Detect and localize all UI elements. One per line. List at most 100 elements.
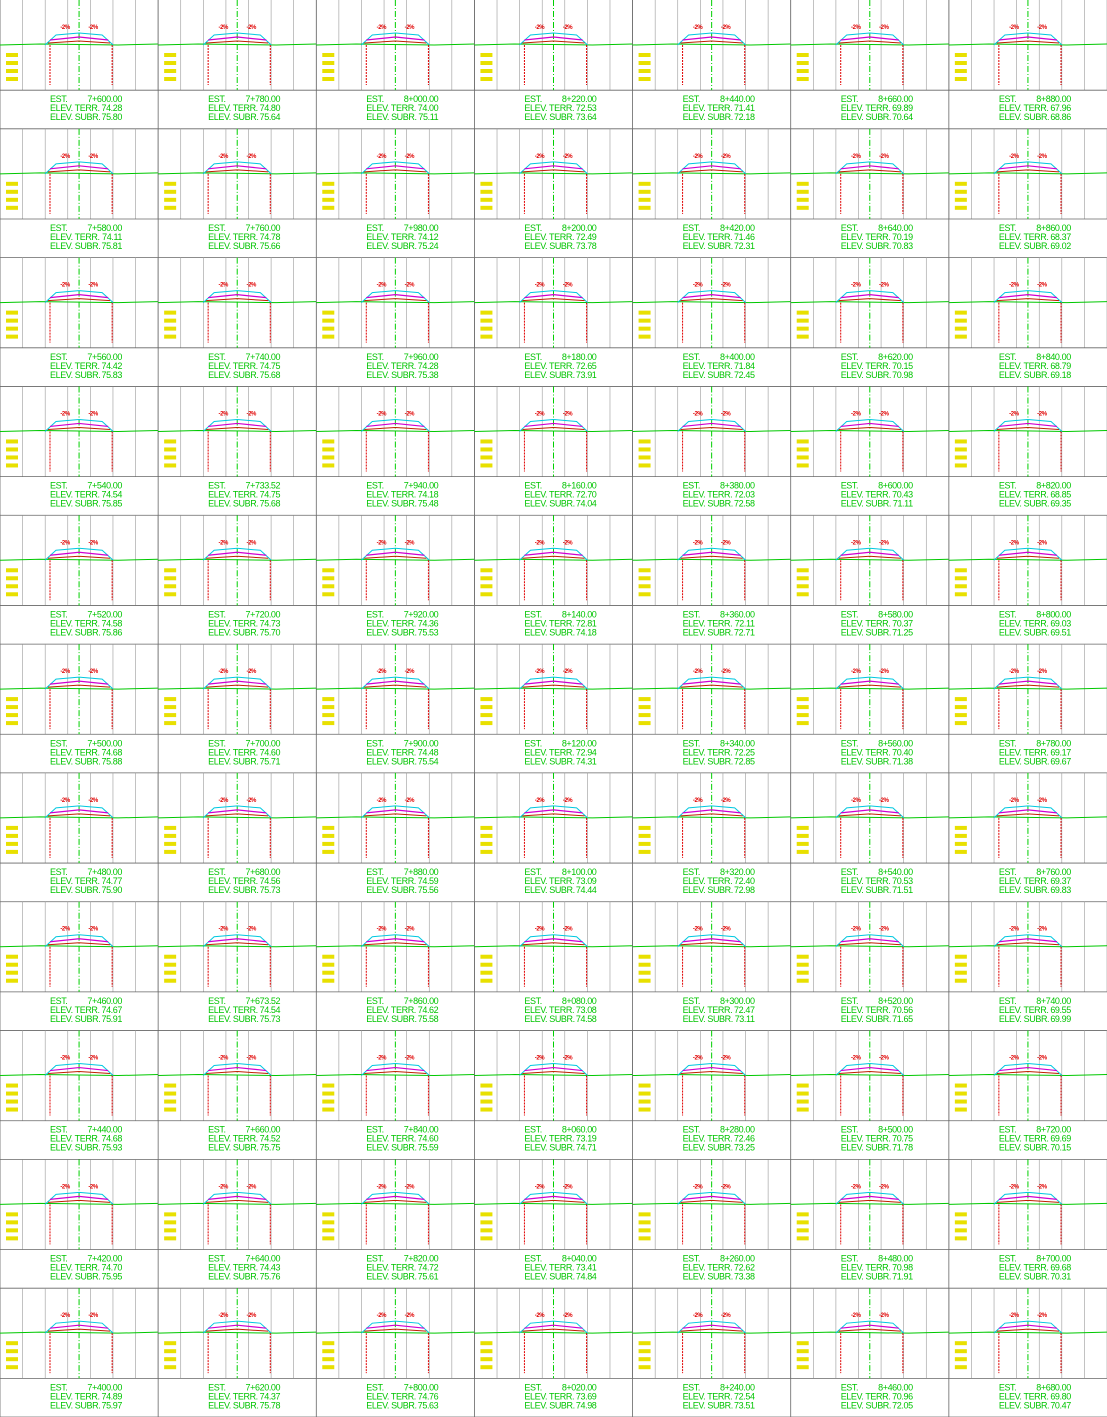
elevation-marker [639,327,651,331]
slope-label: -2% [563,927,574,933]
elevation-marker [797,1108,809,1112]
slope-label: -2% [535,540,546,546]
elevation-marker [6,979,18,983]
subgrade-label: ELEV. SUBR. [208,499,258,509]
elevation-marker [6,319,18,323]
elevation-marker [797,53,809,57]
subgrade-value: 75.81 [101,241,122,251]
slope-label: -2% [405,1056,416,1062]
elevation-marker [164,576,176,580]
subgrade-label: ELEV. SUBR. [683,1014,733,1024]
slope-label: -2% [879,540,890,546]
elevation-marker [6,955,18,959]
elevation-marker [480,963,492,967]
elevation-marker [955,1365,967,1369]
slope-label: -2% [851,1313,862,1319]
elevation-marker [6,61,18,65]
elevation-marker [6,206,18,210]
elevation-marker [164,1108,176,1112]
slope-label: -2% [1009,1184,1020,1190]
elevation-marker [164,1341,176,1345]
slope-label: -2% [563,798,574,804]
slope-label: -2% [851,927,862,933]
subgrade-value: 71.51 [892,885,913,895]
elevation-marker [639,842,651,846]
slope-label: -2% [60,1056,71,1062]
elevation-marker [797,1365,809,1369]
subgrade-label: ELEV. SUBR. [366,1272,416,1282]
elevation-marker [797,1220,809,1224]
elevation-marker [797,584,809,588]
subgrade-value: 69.35 [1050,499,1071,509]
elevation-marker [639,576,651,580]
subgrade-label: ELEV. SUBR. [366,627,416,637]
elevation-marker [480,1341,492,1345]
elevation-marker [797,963,809,967]
elevation-marker [639,1349,651,1353]
elevation-marker [955,963,967,967]
elevation-marker [6,455,18,459]
elevation-marker [480,61,492,65]
elevation-marker [6,1100,18,1104]
elevation-marker [322,963,334,967]
slope-label: -2% [405,1313,416,1319]
slope-label: -2% [1037,154,1048,160]
slope-label: -2% [405,411,416,417]
subgrade-label: ELEV. SUBR. [50,112,100,122]
elevation-marker [164,206,176,210]
subgrade-value: 75.56 [418,885,439,895]
subgrade-label: ELEV. SUBR. [524,627,574,637]
elevation-marker [164,834,176,838]
elevation-marker [6,1108,18,1112]
elevation-marker [6,1365,18,1369]
slope-label: -2% [535,283,546,289]
slope-label: -2% [721,25,732,31]
elevation-marker [6,592,18,596]
subgrade-label: ELEV. SUBR. [999,499,1049,509]
elevation-marker [639,850,651,854]
elevation-marker [6,697,18,701]
elevation-marker [322,53,334,57]
subgrade-label: ELEV. SUBR. [999,756,1049,766]
elevation-marker [797,850,809,854]
subgrade-label: ELEV. SUBR. [366,1400,416,1410]
subgrade-label: ELEV. SUBR. [841,1143,891,1153]
slope-label: -2% [563,411,574,417]
elevation-marker [6,1349,18,1353]
elevation-marker [480,206,492,210]
elevation-marker [955,53,967,57]
subgrade-label: ELEV. SUBR. [366,756,416,766]
elevation-marker [322,979,334,983]
elevation-marker [6,1357,18,1361]
subgrade-value: 75.78 [260,1400,281,1410]
elevation-marker [797,1092,809,1096]
subgrade-value: 70.31 [1050,1272,1071,1282]
slope-label: -2% [218,283,229,289]
subgrade-label: ELEV. SUBR. [999,1272,1049,1282]
elevation-marker [797,826,809,830]
elevation-marker [639,439,651,443]
elevation-marker [797,705,809,709]
elevation-marker [639,1357,651,1361]
elevation-marker [955,826,967,830]
slope-label: -2% [1009,283,1020,289]
elevation-marker [164,713,176,717]
subgrade-value: 69.51 [1050,627,1071,637]
elevation-marker [480,53,492,57]
slope-label: -2% [851,1184,862,1190]
subgrade-value: 75.54 [418,756,439,766]
subgrade-value: 73.91 [576,370,597,380]
subgrade-value: 75.97 [101,1400,122,1410]
elevation-marker [322,592,334,596]
subgrade-value: 70.15 [1050,1143,1071,1153]
elevation-marker [955,713,967,717]
subgrade-line [364,41,426,43]
slope-label: -2% [693,283,704,289]
elevation-marker [797,447,809,451]
slope-label: -2% [1037,411,1048,417]
subgrade-value: 70.83 [892,241,913,251]
subgrade-label: ELEV. SUBR. [366,370,416,380]
elevation-marker [322,61,334,65]
elevation-marker [797,182,809,186]
elevation-marker [480,335,492,339]
